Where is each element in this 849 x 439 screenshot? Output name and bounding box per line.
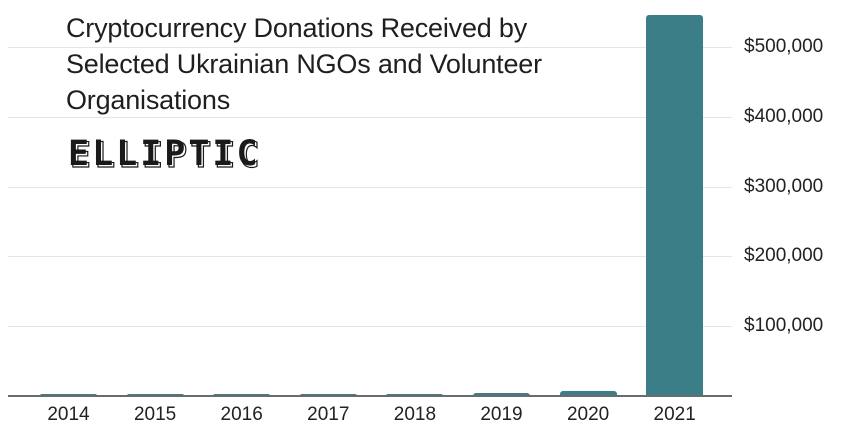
gridline (8, 187, 732, 188)
y-tick-label: $400,000 (744, 106, 824, 127)
gridline (8, 256, 732, 257)
y-tick-label: $200,000 (744, 245, 824, 266)
chart-title: Cryptocurrency Donations Received by Sel… (66, 13, 542, 115)
gridline (8, 326, 732, 327)
bar-2019[interactable] (473, 393, 530, 396)
x-axis-baseline (8, 395, 732, 397)
elliptic-logo-icon: ELLIPTIC ELLIPTIC (68, 135, 263, 169)
bar-2020[interactable] (559, 391, 617, 396)
svg-text:ELLIPTIC: ELLIPTIC (70, 136, 263, 169)
x-tick-label: 2017 (307, 404, 350, 425)
x-tick-label: 2020 (566, 404, 610, 425)
x-tick-label: 2018 (393, 404, 437, 425)
gridline (8, 117, 732, 118)
y-tick-label: $100,000 (744, 315, 824, 336)
gridline (8, 47, 732, 48)
y-tick-label: $300,000 (744, 176, 824, 197)
y-tick-label: $500,000 (744, 36, 824, 57)
x-tick-label: 2016 (220, 404, 263, 425)
x-tick-label: 2021 (653, 404, 696, 425)
bar-2021[interactable] (646, 14, 704, 396)
x-tick-label: 2019 (480, 404, 523, 425)
x-tick-label: 2014 (47, 404, 90, 425)
logo-text: ELLIPTIC (68, 135, 261, 169)
x-tick-label: 2015 (133, 404, 177, 425)
